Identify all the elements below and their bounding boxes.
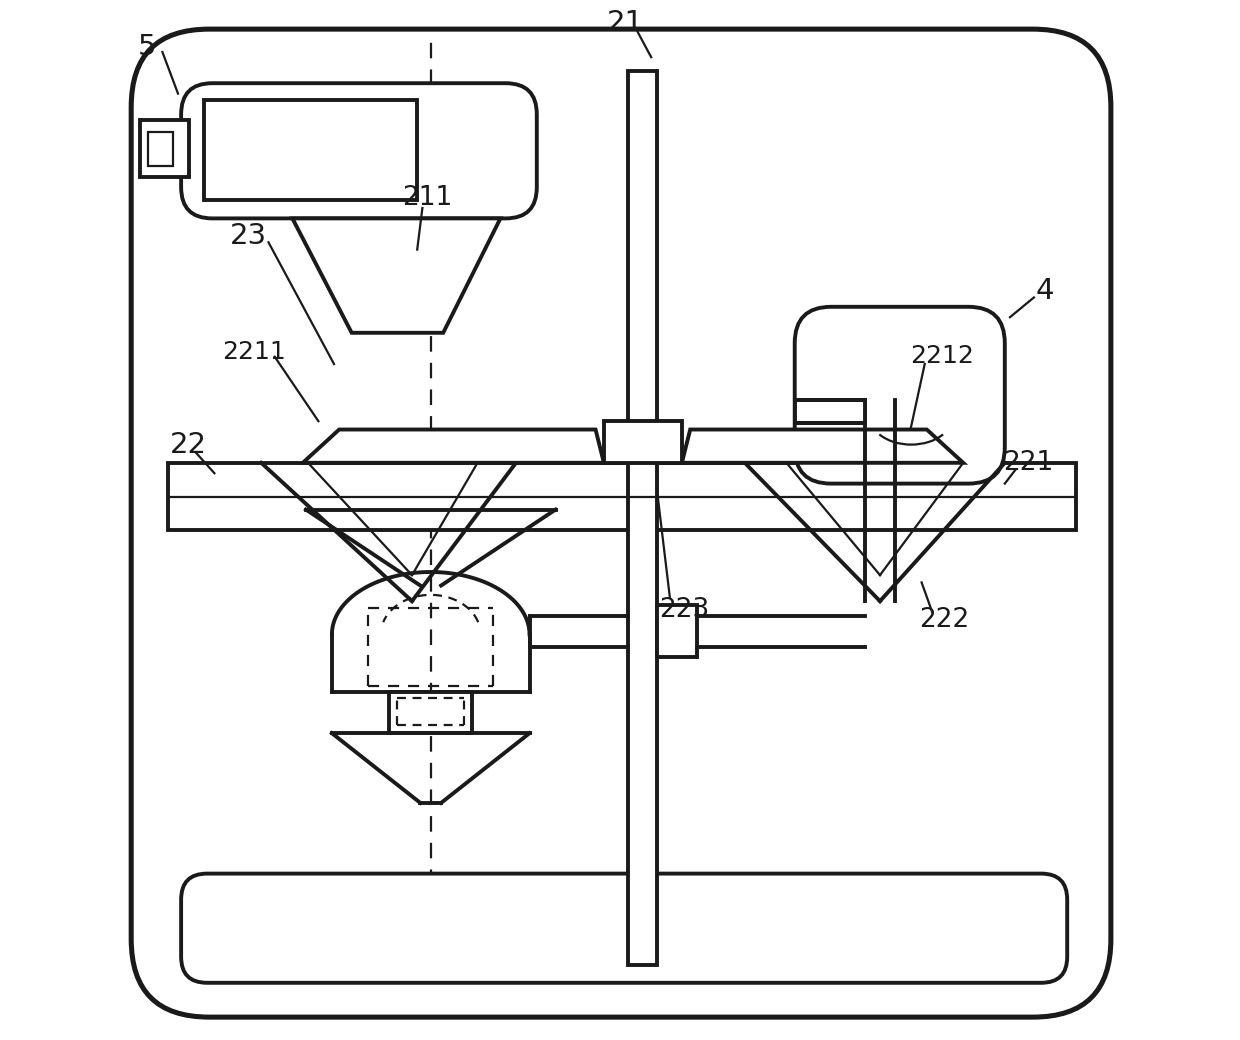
Text: 22: 22 <box>170 432 207 459</box>
FancyBboxPatch shape <box>181 83 537 218</box>
FancyBboxPatch shape <box>795 307 1004 484</box>
Polygon shape <box>303 430 604 463</box>
Bar <box>657 605 697 657</box>
Bar <box>205 100 417 200</box>
Bar <box>140 120 190 177</box>
Text: 5: 5 <box>138 33 156 60</box>
Bar <box>604 421 682 463</box>
Text: 23: 23 <box>231 223 268 250</box>
Text: 222: 222 <box>919 607 970 632</box>
Bar <box>629 71 657 965</box>
Text: 21: 21 <box>606 9 644 36</box>
Bar <box>167 463 1075 530</box>
Text: 223: 223 <box>660 598 709 624</box>
Text: 2212: 2212 <box>910 343 975 368</box>
Bar <box>795 400 866 423</box>
Polygon shape <box>682 430 963 463</box>
Text: 4: 4 <box>1035 278 1054 305</box>
Text: 211: 211 <box>403 185 453 211</box>
Polygon shape <box>293 218 501 333</box>
Text: 221: 221 <box>1003 449 1054 476</box>
FancyBboxPatch shape <box>181 874 1068 983</box>
Bar <box>148 132 172 166</box>
Text: 2211: 2211 <box>222 339 285 364</box>
Bar <box>389 692 472 733</box>
